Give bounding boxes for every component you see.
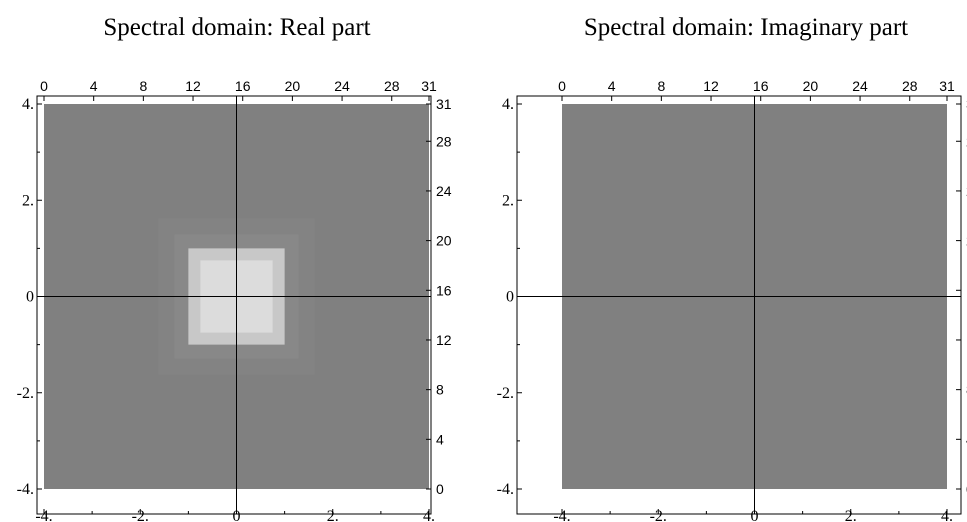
real-top-tick-label: 20 [285,78,301,94]
real-top-tick-label: 24 [334,78,350,94]
real-top-tick-label: 8 [139,78,147,94]
real-left-tick-label: 4. [22,96,34,113]
imag-top-tick-label: 8 [657,78,665,94]
real-top-tick-label: 4 [90,78,98,94]
real-right-tick-label: 31 [436,96,452,112]
imag-top-tick-label: 0 [558,78,566,94]
real-bottom-tick-label: 4. [423,508,435,522]
imag-top-tick-label: 28 [902,78,918,94]
real-right-tick-label: 28 [436,133,452,149]
real-left-tick-label: -4. [17,481,34,498]
imag-left-tick-label: -2. [497,385,514,402]
real-right-tick-label: 24 [436,183,452,199]
imag-bottom-tick-label: 2. [845,508,857,522]
imag-bottom-tick-label: 0 [751,508,759,522]
real-top-tick-label: 28 [384,78,400,94]
real-top-tick-label: 12 [185,78,201,94]
imag-top-tick-label: 24 [852,78,868,94]
imag-bottom-tick-label: 4. [941,508,953,522]
real-bottom-tick-label: 0 [233,508,241,522]
real-top-tick-label: 16 [235,78,251,94]
imag-left-tick-label: 0 [506,289,514,306]
real-part-chart: -4. -2. 0 2. 4. 4. 2. 0 -2. -4. 0 4 8 12 16 20 24 28 31 31 2… [17,78,452,522]
real-right-tick-label: 12 [436,332,452,348]
real-left-tick-label: 2. [22,192,34,209]
imaginary-part-chart: -4.-2.02.4.4.2.0-2.-4.048121620242831312… [497,78,967,522]
real-bottom-tick-label: -4. [35,508,52,522]
real-part-panel: Spectral domain: Real part -4. -2. 0 2. 4. 4.… [17,14,452,522]
imag-top-tick-label: 31 [939,78,955,94]
imag-left-tick-label: 4. [502,96,514,113]
real-right-tick-label: 20 [436,233,452,249]
imag-bottom-tick-label: -2. [650,508,667,522]
imaginary-part-panel: Spectral domain: Imaginary part -4. -2. 0 2… [486,0,967,522]
imag-left-tick-label: -4. [497,481,514,498]
imaginary-part-title: Spectral domain: Imaginary part [583,14,909,41]
real-left-tick-label: -2. [17,385,34,402]
real-left-tick-label: 0 [26,289,34,306]
real-bottom-tick-label: -2. [132,508,149,522]
real-top-tick-label: 31 [421,78,437,94]
imag-left-tick-label: 2. [502,192,514,209]
real-bottom-tick-label: 2. [327,508,339,522]
real-right-tick-label: 8 [436,382,444,398]
real-part-title: Spectral domain: Real part [103,14,371,41]
imag-top-tick-label: 12 [703,78,719,94]
real-right-tick-label: 16 [436,282,452,298]
real-top-tick-label: 0 [40,78,48,94]
imag-top-tick-label: 20 [803,78,819,94]
imag-bottom-tick-label: -4. [553,508,570,522]
imag-top-tick-label: 4 [608,78,616,94]
real-right-tick-label: 0 [436,481,444,497]
real-right-tick-label: 4 [436,431,444,447]
imag-top-tick-label: 16 [753,78,769,94]
